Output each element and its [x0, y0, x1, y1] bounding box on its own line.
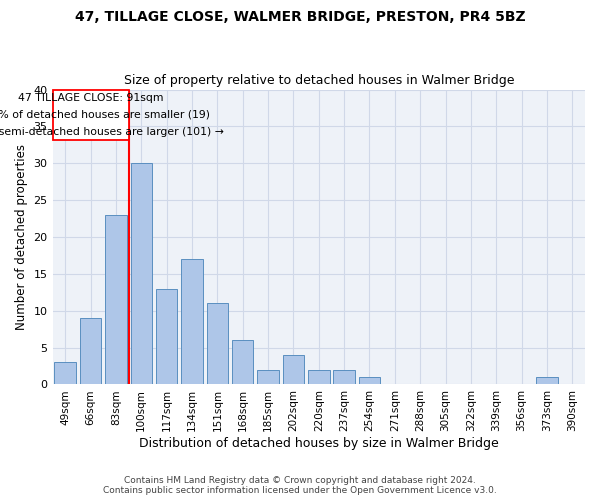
Bar: [131, 164, 152, 384]
Bar: [105, 215, 127, 384]
Bar: [156, 288, 178, 384]
Bar: [80, 318, 101, 384]
Bar: [359, 377, 380, 384]
Bar: [55, 362, 76, 384]
FancyBboxPatch shape: [53, 90, 128, 140]
X-axis label: Distribution of detached houses by size in Walmer Bridge: Distribution of detached houses by size …: [139, 437, 499, 450]
Bar: [232, 340, 253, 384]
Bar: [334, 370, 355, 384]
Title: Size of property relative to detached houses in Walmer Bridge: Size of property relative to detached ho…: [124, 74, 514, 87]
Text: 47 TILLAGE CLOSE: 91sqm: 47 TILLAGE CLOSE: 91sqm: [18, 93, 163, 103]
Y-axis label: Number of detached properties: Number of detached properties: [15, 144, 28, 330]
Bar: [206, 304, 228, 384]
Text: ← 15% of detached houses are smaller (19): ← 15% of detached houses are smaller (19…: [0, 110, 209, 120]
Bar: [283, 355, 304, 384]
Bar: [181, 259, 203, 384]
Bar: [257, 370, 279, 384]
Text: 47, TILLAGE CLOSE, WALMER BRIDGE, PRESTON, PR4 5BZ: 47, TILLAGE CLOSE, WALMER BRIDGE, PRESTO…: [74, 10, 526, 24]
Text: Contains HM Land Registry data © Crown copyright and database right 2024.
Contai: Contains HM Land Registry data © Crown c…: [103, 476, 497, 495]
Bar: [536, 377, 558, 384]
Bar: [308, 370, 329, 384]
Text: 82% of semi-detached houses are larger (101) →: 82% of semi-detached houses are larger (…: [0, 126, 224, 136]
